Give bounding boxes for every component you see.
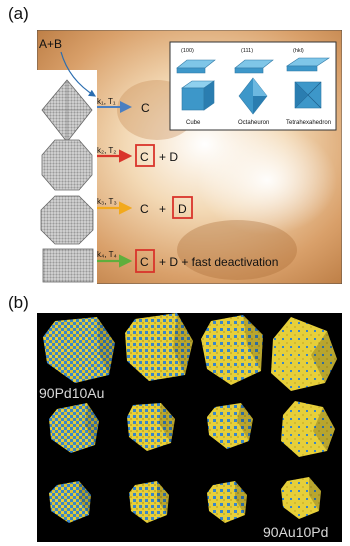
row2-product: C	[140, 150, 149, 164]
row2-product-box	[135, 144, 155, 167]
row4-extra: + D + fast deactivation	[159, 255, 278, 269]
row3-product: C	[140, 202, 149, 216]
row4-kt: k₄, T₄	[97, 250, 117, 259]
inset-shape-2: Octaheuron	[238, 120, 269, 126]
particle-r2-c3	[207, 403, 253, 449]
panel-b-figure: 90Pd10Au 90Au10Pd	[37, 313, 342, 542]
particle-r3-c4	[281, 477, 321, 519]
reactant-arrow	[60, 51, 97, 97]
top-composition-label: 90Pd10Au	[39, 385, 104, 401]
cube-particle-icon	[42, 248, 94, 283]
particle-r1-c2	[125, 313, 193, 381]
panel-a-label: (a)	[8, 4, 29, 23]
inset-plane-2: (111)	[241, 48, 253, 54]
facet-inset: (100) (111) (hkl) Cube Octaheuron	[169, 41, 337, 131]
row1-kt: k₁, T₁	[97, 97, 116, 106]
bottom-composition-label: 90Au10Pd	[263, 524, 328, 540]
panel-b-label: (b)	[8, 293, 29, 312]
panel-a-figure: A+B k₁, T₁ C k₂, T₂ C + D k₃, T₃ C + D k…	[37, 30, 342, 284]
reactants-label: A+B	[39, 37, 62, 51]
particle-r1-c3	[201, 315, 263, 385]
inset-plane-1: (100)	[181, 48, 194, 54]
row3-d: D	[178, 202, 187, 216]
inset-shape-3: Tetrahexahedron	[286, 120, 331, 126]
row2-kt: k₂, T₂	[97, 146, 116, 155]
rounded-particle-icon	[40, 195, 94, 245]
particle-r2-c1	[49, 403, 99, 453]
cube-shape-icon	[181, 80, 215, 111]
row2-extra: + D	[159, 150, 178, 164]
particle-r2-c4	[281, 401, 335, 457]
particle-r3-c2	[129, 481, 169, 523]
row3-extra: +	[159, 202, 166, 216]
octahedron-shape-icon	[238, 77, 268, 115]
row1-product: C	[141, 101, 150, 115]
particle-r1-c4	[271, 317, 337, 391]
row4-product: C	[140, 255, 149, 269]
inset-plane-3: (hkl)	[293, 48, 304, 54]
truncated-particle-icon	[41, 139, 93, 191]
particle-r3-c3	[207, 481, 247, 523]
tetrahexahedron-shape-icon	[294, 81, 322, 109]
inset-shape-1: Cube	[186, 120, 201, 126]
row4-product-box	[135, 249, 155, 273]
row3-d-box	[172, 196, 193, 219]
particle-r1-c1	[43, 317, 115, 383]
particle-r2-c2	[127, 403, 175, 451]
row3-kt: k₃, T₃	[97, 197, 117, 206]
particle-r3-c1	[49, 481, 91, 523]
